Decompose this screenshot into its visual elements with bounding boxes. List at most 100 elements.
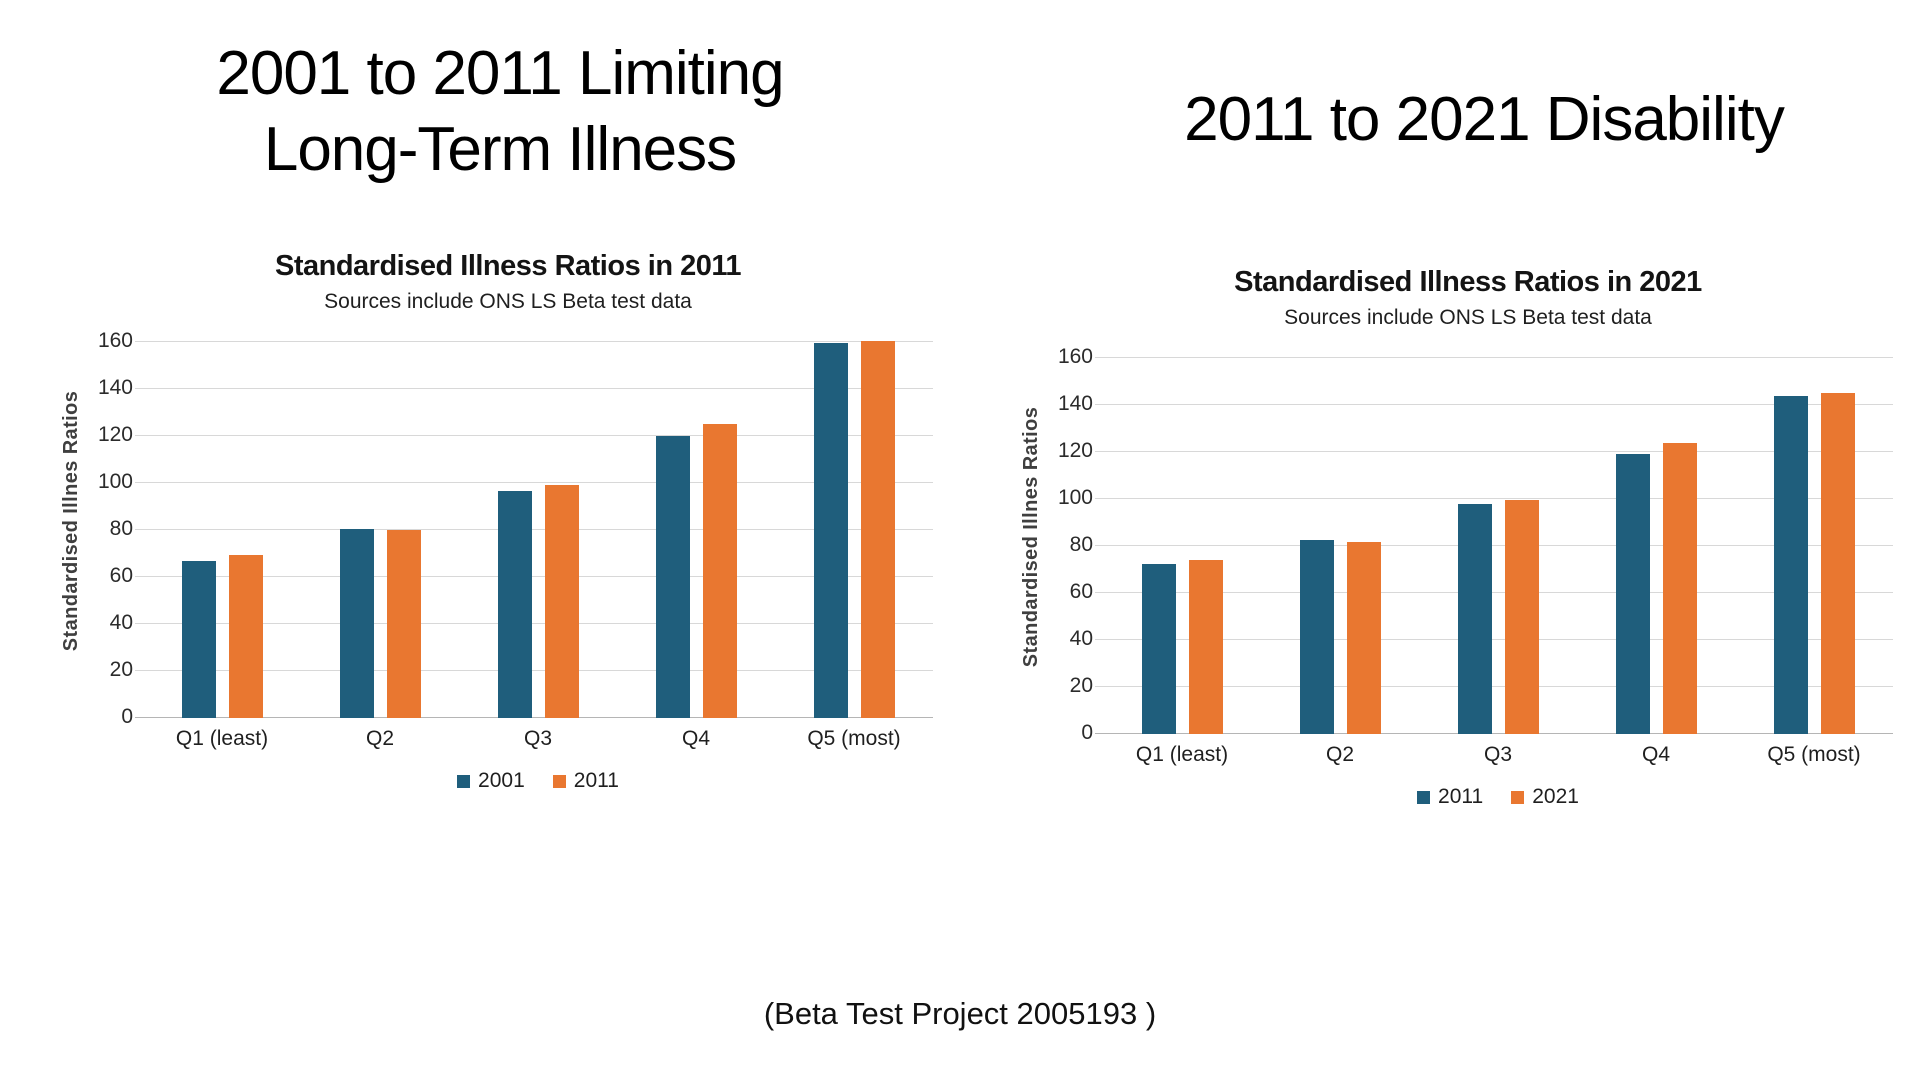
y-axis-ticks: 0 20 40 60 80 100 120 140 160 — [88, 326, 143, 728]
y-tick-label-60: 60 — [109, 564, 133, 587]
gridline-60 — [135, 576, 933, 577]
y-tick-label-140: 140 — [97, 376, 133, 399]
gridline-160 — [135, 341, 933, 342]
y-tick-label-160: 160 — [1057, 345, 1093, 368]
bar-2001-q5 — [813, 343, 848, 718]
chart-illness-ratios-2021: Standardised Illness Ratios in 2021 Sour… — [1018, 266, 1918, 809]
bar-groups — [143, 326, 933, 718]
bar-2001-q3 — [497, 491, 532, 718]
legend-swatch-icon — [457, 774, 471, 788]
gridline-140 — [135, 388, 933, 389]
gridline-80 — [1095, 545, 1893, 546]
x-axis-label-q4: Q4 — [681, 727, 710, 750]
x-axis-label-q3: Q3 — [523, 727, 552, 750]
x-axis-label-q5: Q5 (most) — [1767, 743, 1861, 766]
y-axis-title: Standardised Illnes Ratios — [1020, 406, 1042, 668]
y-tick-label-120: 120 — [1057, 439, 1093, 462]
bar-2011-q2 — [386, 530, 421, 718]
y-tick-label-120: 120 — [97, 423, 133, 446]
x-axis-line — [1095, 733, 1893, 734]
gridline-20 — [1095, 686, 1893, 687]
legend-swatch-icon — [552, 774, 566, 788]
x-axis-label-q1: Q1 (least) — [175, 727, 269, 750]
chart-title: Standardised Illness Ratios in 2021 — [1234, 266, 1702, 298]
slide-heading-right: 2011 to 2021 Disability — [1184, 85, 1785, 154]
slide-caption: (Beta Test Project 2005193 ) — [763, 996, 1157, 1031]
bar-group-q2 — [301, 326, 459, 718]
bar-group-q1 — [1103, 342, 1261, 734]
bar-2021-q4 — [1662, 442, 1697, 734]
bar-2011-q5 — [860, 340, 895, 718]
bar-2011-q4 — [1615, 454, 1650, 734]
bar-group-q4 — [617, 326, 775, 718]
legend-label: 2011 — [1438, 785, 1484, 808]
y-tick-label-20: 20 — [109, 658, 133, 681]
legend-swatch-icon — [1417, 790, 1431, 804]
chart-title: Standardised Illness Ratios in 2011 — [274, 250, 742, 282]
gridline-60 — [1095, 592, 1893, 593]
y-tick-label-0: 0 — [121, 705, 133, 728]
y-tick-label-40: 40 — [109, 611, 133, 634]
x-axis-label-q1: Q1 (least) — [1135, 743, 1229, 766]
y-axis-title-column: Standardised Illnes Ratios — [1018, 342, 1048, 734]
bar-2021-q2 — [1346, 542, 1381, 734]
x-axis-label-q5: Q5 (most) — [807, 727, 901, 750]
chart-legend: 2001 2011 — [143, 769, 933, 793]
chart-body: Standardised Illnes Ratios 0 20 40 60 80 100 1… — [58, 326, 958, 728]
legend-label: 2001 — [478, 769, 525, 792]
x-axis-labels: Q1 (least) Q2 Q3 Q4 Q5 (most) — [143, 727, 933, 751]
bar-2011-q3 — [544, 485, 579, 718]
bar-group-q5 — [775, 326, 933, 718]
gridline-100 — [1095, 498, 1893, 499]
bar-2011-q1 — [1141, 563, 1176, 734]
gridline-120 — [135, 435, 933, 436]
legend-label: 2021 — [1532, 785, 1579, 808]
bar-group-q4 — [1577, 342, 1735, 734]
legend-item-2021: 2021 — [1511, 785, 1579, 809]
y-tick-label-20: 20 — [1069, 674, 1093, 697]
bar-group-q1 — [143, 326, 301, 718]
bar-group-q2 — [1261, 342, 1419, 734]
gridline-20 — [135, 670, 933, 671]
bar-group-q3 — [1419, 342, 1577, 734]
gridline-40 — [135, 623, 933, 624]
gridline-80 — [135, 529, 933, 530]
chart-subtitle: Sources include ONS LS Beta test data — [1284, 306, 1652, 329]
bar-2001-q2 — [339, 528, 374, 718]
plot-area — [1095, 342, 1893, 734]
bar-groups — [1103, 342, 1893, 734]
bar-2001-q4 — [655, 436, 690, 718]
y-tick-label-40: 40 — [1069, 627, 1093, 650]
slide-heading-left-line1: 2001 to 2011 Limiting — [216, 39, 784, 108]
legend-swatch-icon — [1511, 790, 1525, 804]
bar-group-q3 — [459, 326, 617, 718]
gridline-120 — [1095, 451, 1893, 452]
y-tick-label-0: 0 — [1081, 721, 1093, 744]
y-tick-label-80: 80 — [1069, 533, 1093, 556]
bar-2021-q1 — [1188, 560, 1223, 734]
gridline-40 — [1095, 639, 1893, 640]
bar-2011-q4 — [702, 424, 737, 718]
gridline-140 — [1095, 404, 1893, 405]
chart-subtitle: Sources include ONS LS Beta test data — [324, 290, 692, 313]
bar-2011-q1 — [228, 554, 263, 718]
bar-2001-q1 — [181, 560, 216, 718]
bar-2011-q3 — [1457, 503, 1492, 734]
y-tick-label-100: 100 — [97, 470, 133, 493]
x-axis-labels: Q1 (least) Q2 Q3 Q4 Q5 (most) — [1103, 743, 1893, 767]
y-axis-title-column: Standardised Illnes Ratios — [58, 326, 88, 718]
bar-group-q5 — [1735, 342, 1893, 734]
bar-2011-q2 — [1299, 540, 1334, 734]
legend-item-2011: 2011 — [552, 769, 619, 793]
x-axis-line — [135, 717, 933, 718]
chart-illness-ratios-2011: Standardised Illness Ratios in 2011 Sour… — [58, 250, 958, 793]
y-tick-label-140: 140 — [1057, 392, 1093, 415]
x-axis-label-q2: Q2 — [365, 727, 394, 750]
x-axis-label-q4: Q4 — [1641, 743, 1670, 766]
legend-item-2001: 2001 — [457, 769, 525, 793]
y-axis-ticks: 0 20 40 60 80 100 120 140 160 — [1048, 342, 1103, 744]
gridline-100 — [135, 482, 933, 483]
y-tick-label-80: 80 — [109, 517, 133, 540]
bar-2021-q5 — [1820, 393, 1855, 734]
x-axis-label-q2: Q2 — [1325, 743, 1354, 766]
